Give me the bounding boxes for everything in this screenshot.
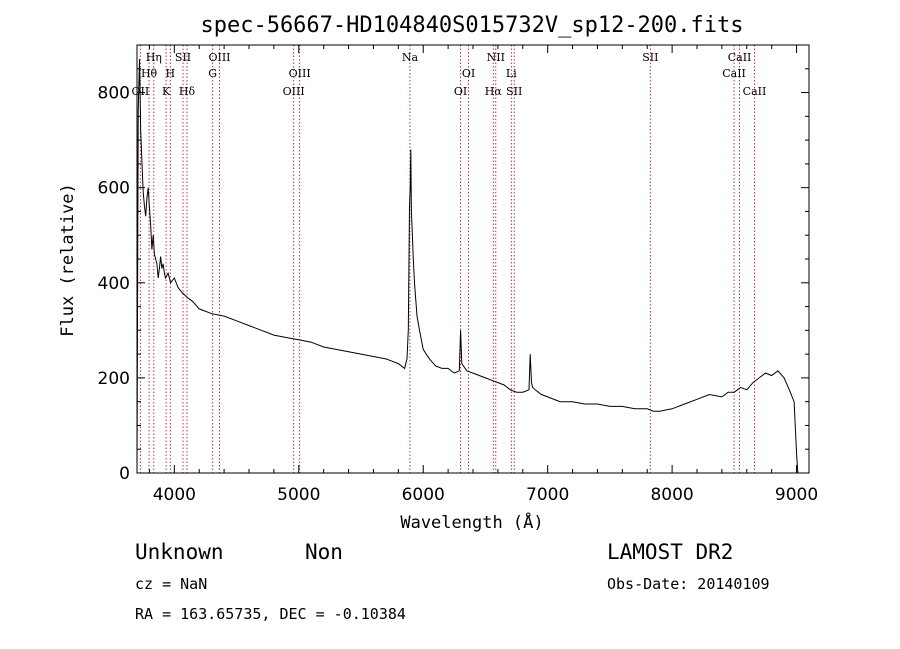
y-axis-label: Flux (relative) bbox=[58, 183, 78, 337]
spectral-line-label: Hθ bbox=[141, 67, 158, 80]
object-class-text: Unknown bbox=[135, 540, 224, 564]
ra-dec-text: RA = 163.65735, DEC = -0.10384 bbox=[135, 605, 406, 623]
spectral-line-label: NII bbox=[487, 51, 505, 64]
survey-text: LAMOST DR2 bbox=[607, 540, 733, 564]
spectral-line-label: SII bbox=[642, 51, 658, 64]
x-tick-label: 4000 bbox=[153, 485, 196, 505]
object-subclass-text: Non bbox=[305, 540, 343, 564]
x-tick-label: 8000 bbox=[650, 485, 693, 505]
spectral-line-label: OI bbox=[454, 85, 467, 98]
spectral-line-label: SII bbox=[506, 85, 522, 98]
spectral-line-label: H bbox=[166, 67, 176, 80]
obs-date-text: Obs-Date: 20140109 bbox=[607, 575, 770, 593]
redshift-text: cz = NaN bbox=[135, 575, 207, 593]
spectral-line-markers bbox=[139, 45, 755, 473]
x-tick-label: 6000 bbox=[402, 485, 445, 505]
x-tick-label: 9000 bbox=[775, 485, 818, 505]
chart-title: spec-56667-HD104840S015732V_sp12-200.fit… bbox=[200, 13, 743, 38]
spectral-line-label: OIII bbox=[289, 67, 311, 80]
spectral-line-label: Hα bbox=[485, 85, 503, 98]
spectral-line-label: SII bbox=[175, 51, 191, 64]
y-axis-ticks: 0 200 400 600 800 bbox=[98, 44, 809, 484]
spectral-line-label: OIII bbox=[208, 51, 230, 64]
spectral-line-label: CaII bbox=[743, 85, 767, 98]
y-tick-label: 600 bbox=[98, 179, 130, 199]
plot-frame bbox=[136, 44, 810, 474]
spectral-line-label: Hη bbox=[146, 51, 162, 64]
x-tick-label: 7000 bbox=[526, 485, 569, 505]
y-tick-label: 400 bbox=[98, 274, 130, 294]
spectral-line-label: CaII bbox=[722, 67, 746, 80]
x-axis-ticks: 4000 5000 6000 7000 8000 9000 bbox=[148, 45, 818, 505]
spectral-line-label: CaII bbox=[728, 51, 752, 64]
spectral-line-label: K bbox=[162, 85, 171, 98]
spectral-line-label: Na bbox=[402, 51, 419, 64]
x-tick-label: 5000 bbox=[277, 485, 320, 505]
spectral-line-label: G bbox=[208, 67, 217, 80]
spectral-line-label: OI bbox=[462, 67, 475, 80]
x-axis-label: Wavelength (Å) bbox=[400, 511, 543, 533]
spectral-line-label: OIII bbox=[283, 85, 305, 98]
y-tick-label: 800 bbox=[98, 84, 130, 104]
spectral-line-label: Li bbox=[506, 67, 517, 80]
y-tick-label: 0 bbox=[119, 464, 130, 484]
y-tick-label: 200 bbox=[98, 369, 130, 389]
spectral-line-label: Hδ bbox=[179, 85, 196, 98]
spectrum-series-line bbox=[136, 59, 799, 474]
